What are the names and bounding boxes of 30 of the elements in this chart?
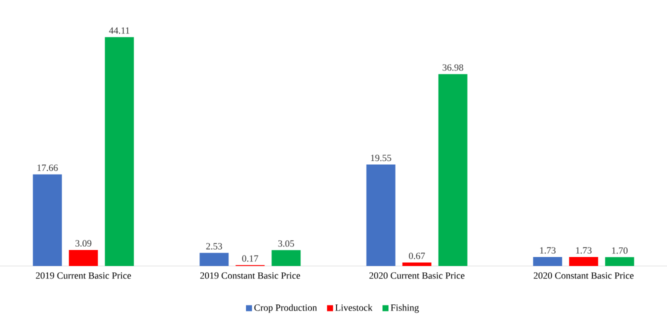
data-label: 1.70 — [612, 247, 628, 254]
data-label: 44.11 — [109, 27, 130, 34]
data-label: 3.05 — [278, 240, 294, 247]
bar — [68, 250, 98, 266]
data-label: 1.73 — [540, 247, 556, 254]
legend-label: Fishing — [390, 304, 419, 313]
bar — [569, 257, 598, 266]
data-label: 17.66 — [38, 164, 58, 172]
data-label: 1.73 — [576, 247, 592, 254]
x-tick-label: 2020 Constant Basic Price — [534, 272, 634, 279]
data-label: 36.98 — [442, 64, 464, 71]
bar — [438, 74, 468, 266]
bar — [533, 257, 562, 266]
x-tick-label: 2019 Current Basic Price — [36, 272, 131, 279]
bar — [402, 262, 432, 266]
bar — [104, 37, 134, 266]
legend-label: Crop Production — [254, 304, 317, 313]
legend-label: Livestock — [335, 304, 373, 311]
bar — [272, 250, 301, 266]
data-label: 0.17 — [242, 255, 258, 262]
data-label: 3.09 — [76, 240, 92, 247]
bar — [366, 164, 396, 266]
x-tick-label: 2019 Constant Basic Price — [200, 272, 300, 279]
data-label: 2.53 — [206, 243, 222, 250]
bar — [32, 174, 62, 266]
bar — [200, 252, 229, 266]
x-tick-label: 2020 Current Basic Price — [369, 272, 464, 279]
bar — [605, 257, 634, 266]
data-label: 0.67 — [408, 252, 425, 260]
data-label: 19.55 — [371, 154, 392, 162]
